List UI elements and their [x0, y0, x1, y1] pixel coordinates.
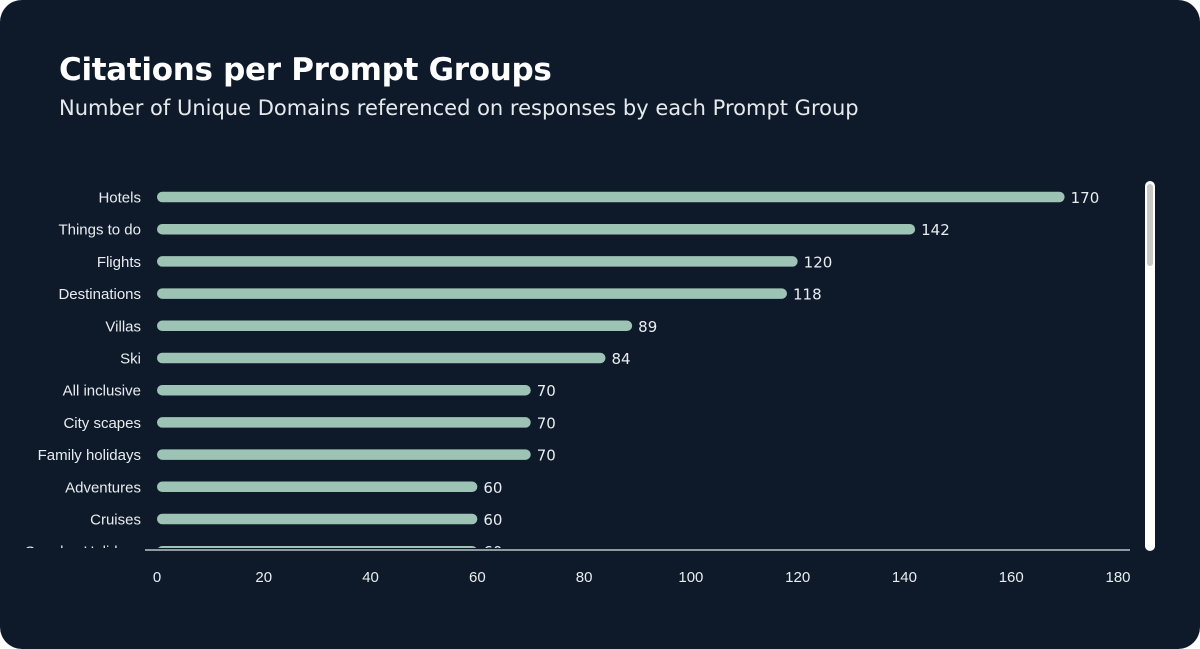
data-label: 118 — [793, 286, 822, 304]
category-label: Family holidays — [38, 447, 141, 464]
category-label: Cruises — [90, 512, 141, 529]
category-label: Adventures — [65, 479, 141, 496]
chart-scrollbar[interactable] — [1145, 181, 1155, 551]
bar[interactable] — [157, 352, 606, 364]
data-label: 142 — [921, 221, 950, 239]
data-label: 89 — [638, 318, 657, 336]
data-label: 170 — [1071, 189, 1100, 207]
bar[interactable] — [157, 256, 798, 267]
bar[interactable] — [157, 449, 531, 460]
x-tick-label: 40 — [362, 569, 379, 586]
scrollbar-thumb[interactable] — [1147, 184, 1153, 266]
bar[interactable] — [157, 288, 787, 299]
bar[interactable] — [157, 545, 477, 557]
data-label: 60 — [483, 479, 502, 497]
data-label: 60 — [483, 543, 502, 561]
data-label: 84 — [611, 350, 630, 368]
category-label: Things to do — [58, 222, 141, 239]
x-tick-label: 180 — [1105, 569, 1130, 586]
category-label: Villas — [105, 318, 141, 335]
data-label: 70 — [537, 382, 556, 400]
bar[interactable] — [157, 384, 531, 396]
x-tick-label: 80 — [576, 569, 593, 586]
chart-subtitle: Number of Unique Domains referenced on r… — [59, 96, 859, 120]
bar[interactable] — [157, 223, 916, 235]
x-tick-label: 20 — [255, 569, 272, 586]
category-label: City scapes — [63, 415, 141, 432]
category-label: Hotels — [98, 190, 141, 207]
x-tick-label: 0 — [153, 569, 161, 586]
category-label: Ski — [120, 351, 141, 368]
bar[interactable] — [157, 481, 478, 493]
data-label: 70 — [537, 414, 556, 432]
bar[interactable] — [157, 513, 478, 525]
data-label: 60 — [483, 511, 502, 529]
bar[interactable] — [157, 417, 531, 428]
category-label: Couples Holidays — [24, 544, 141, 561]
bar[interactable] — [157, 191, 1065, 203]
x-tick-label: 140 — [892, 569, 917, 586]
chart-title: Citations per Prompt Groups — [59, 52, 552, 88]
x-tick-label: 60 — [469, 569, 486, 586]
x-axis: 0 20 40 60 80 100 120 140 160 180 — [153, 569, 1131, 586]
x-tick-label: 160 — [999, 569, 1024, 586]
bar[interactable] — [157, 320, 633, 332]
data-label: 70 — [537, 447, 556, 465]
x-tick-label: 100 — [678, 569, 703, 586]
data-label: 120 — [804, 253, 833, 271]
category-label: Destinations — [58, 286, 141, 303]
category-label: All inclusive — [63, 383, 141, 400]
x-tick-label: 120 — [785, 569, 810, 586]
plot-area[interactable]: Hotels 170 Things to do 142 Flights 120 Destin… — [24, 189, 1099, 561]
category-label: Flights — [97, 254, 141, 271]
